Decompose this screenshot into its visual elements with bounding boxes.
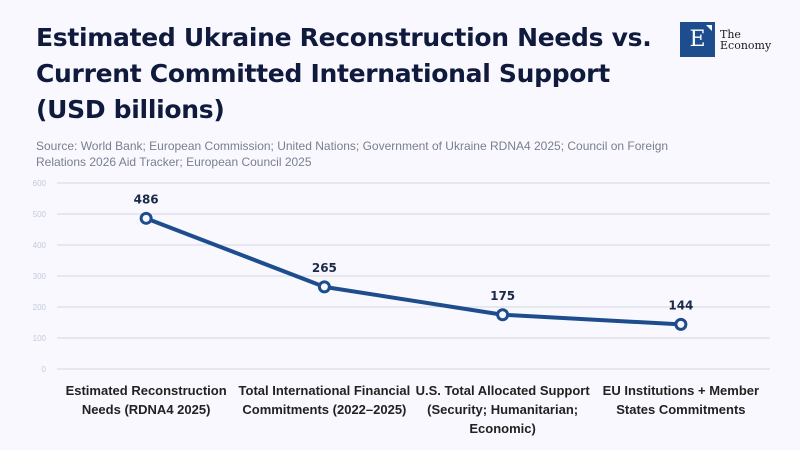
series-lines: [144, 216, 683, 327]
data-label: 144: [668, 298, 693, 312]
x-tick-label: Estimated Reconstruction Needs (RDNA4 20…: [65, 383, 227, 417]
data-point: [139, 211, 153, 225]
y-tick-label: 600: [33, 179, 47, 188]
data-points: [139, 211, 688, 331]
data-labels: 486 265 175 144: [134, 192, 694, 312]
source-note: Source: World Bank; European Commission;…: [36, 139, 669, 169]
y-tick-label: 100: [33, 334, 47, 343]
data-label: 175: [490, 289, 515, 303]
data-point: [674, 317, 688, 331]
y-axis-ticks: 0 100 200 300 400 500 600: [33, 179, 47, 374]
data-label: 486: [134, 192, 159, 206]
logo-line-2: Economy: [720, 38, 772, 52]
brand-logo: E The Economy: [680, 22, 771, 57]
x-tick-label: Total International Financial Commitment…: [238, 383, 411, 417]
logo-wordmark: The Economy: [720, 29, 771, 51]
data-label: 265: [312, 261, 337, 275]
data-point: [496, 308, 510, 322]
logo-line-1: The: [720, 27, 741, 41]
y-tick-label: 400: [33, 241, 47, 250]
series-line: [144, 216, 683, 327]
y-tick-label: 300: [33, 272, 47, 281]
y-tick-label: 0: [42, 365, 47, 374]
chart-title: Estimated Ukraine Reconstruction Needs v…: [36, 23, 652, 124]
x-tick-label: U.S. Total Allocated Support (Security; …: [415, 383, 590, 436]
x-tick-label: EU Institutions + Member States Commitme…: [602, 383, 760, 417]
y-tick-label: 200: [33, 303, 47, 312]
y-tick-label: 500: [33, 210, 47, 219]
logo-e-icon: E: [680, 22, 715, 57]
data-point: [317, 280, 331, 294]
gridlines: [57, 182, 770, 370]
